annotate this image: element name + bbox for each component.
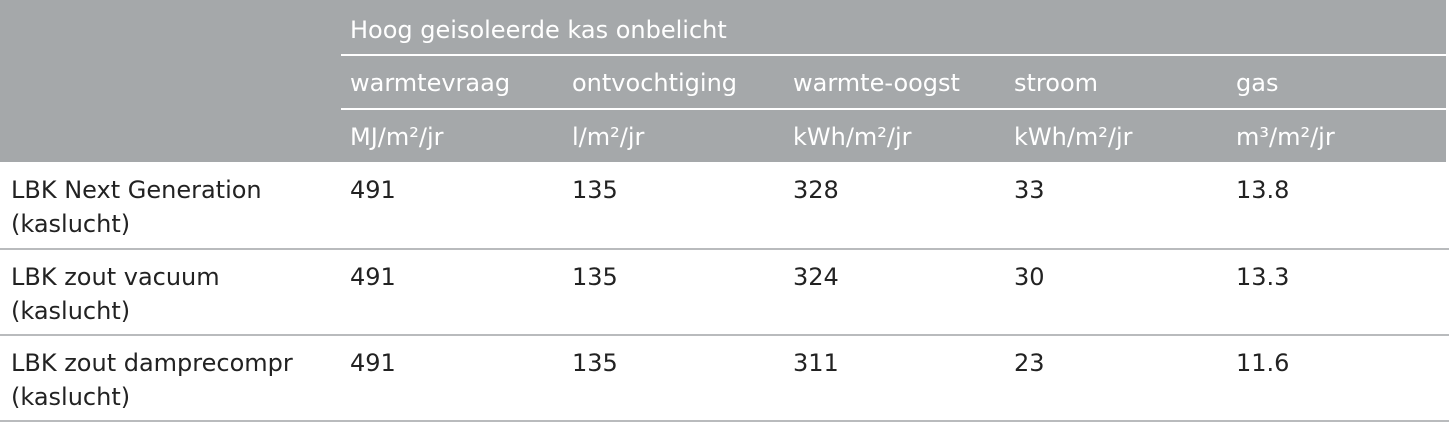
table-cell: 13.8 [1236,176,1290,204]
table-cell: 491 [350,176,396,204]
table-cell: 311 [793,349,839,377]
column-unit-ontvochtiging: l/m²/jr [572,123,645,151]
column-header-warmte-oogst: warmte-oogst [793,69,960,97]
header-divider [341,108,1446,110]
table-cell: 328 [793,176,839,204]
row-divider [0,248,1449,250]
row-label-sub: (kaslucht) [11,297,131,325]
group-header: Hoog geisoleerde kas onbelicht [350,16,727,44]
row-divider [0,420,1449,422]
column-unit-stroom: kWh/m²/jr [1014,123,1133,151]
table-cell: 491 [350,349,396,377]
table-cell: 135 [572,176,618,204]
row-label: LBK Next Generation [11,176,262,204]
column-unit-warmtevraag: MJ/m²/jr [350,123,444,151]
column-unit-warmte-oogst: kWh/m²/jr [793,123,912,151]
table-cell: 324 [793,263,839,291]
table-cell: 491 [350,263,396,291]
table-cell: 135 [572,349,618,377]
table-cell: 33 [1014,176,1045,204]
table-cell: 11.6 [1236,349,1290,377]
row-divider [0,334,1449,336]
column-header-ontvochtiging: ontvochtiging [572,69,738,97]
table-cell: 23 [1014,349,1045,377]
row-label: LBK zout vacuum [11,263,220,291]
row-label-sub: (kaslucht) [11,210,131,238]
row-label: LBK zout damprecompr [11,349,293,377]
column-header-gas: gas [1236,69,1279,97]
column-header-warmtevraag: warmtevraag [350,69,511,97]
row-label-sub: (kaslucht) [11,383,131,411]
column-unit-gas: m³/m²/jr [1236,123,1335,151]
table-header [0,0,1446,162]
table-cell: 30 [1014,263,1045,291]
table-cell: 13.3 [1236,263,1290,291]
table-cell: 135 [572,263,618,291]
column-header-stroom: stroom [1014,69,1098,97]
header-divider [341,54,1446,56]
